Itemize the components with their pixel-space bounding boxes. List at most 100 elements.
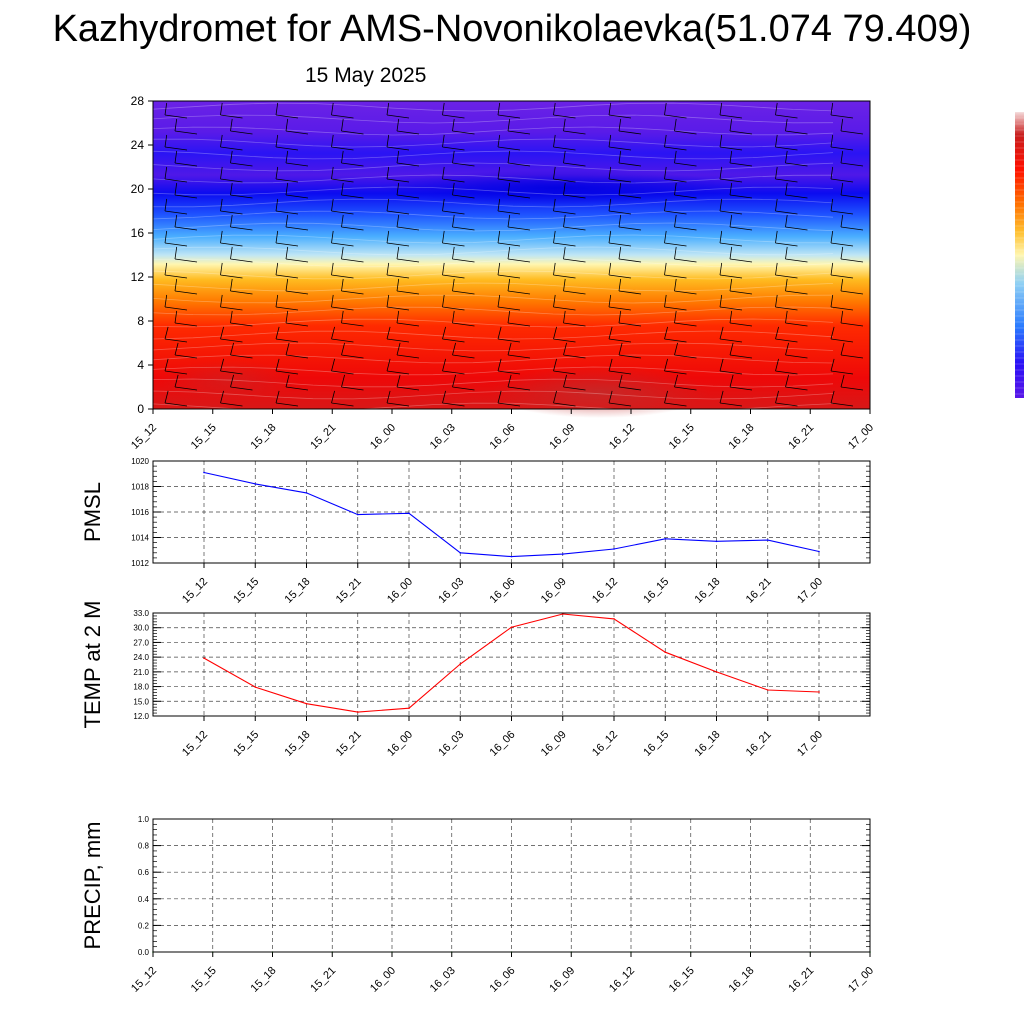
wind-barb: [275, 198, 299, 215]
page-title: Kazhydromet for AMS-Novonikolaevka(51.07…: [52, 8, 972, 50]
wind-barb: [785, 246, 808, 263]
wind-barb: [729, 374, 753, 391]
wind-barb: [386, 326, 410, 343]
contour-line: [152, 138, 834, 148]
heatmap-x-tick-label: 16_00: [368, 422, 398, 452]
wind-barb: [285, 118, 309, 135]
y-tick-label: 12.0: [133, 712, 149, 721]
wind-barb: [220, 166, 243, 183]
wind-barb: [341, 342, 364, 359]
wind-barb: [452, 310, 475, 327]
wind-barb: [285, 150, 309, 167]
x-tick-label: 15_12: [180, 729, 210, 759]
wind-barb: [275, 294, 299, 311]
data-point: [561, 553, 564, 555]
wind-barb: [497, 166, 521, 183]
wind-barb: [840, 342, 864, 359]
wind-barb: [442, 390, 465, 407]
data-point: [664, 537, 667, 540]
data-point: [715, 671, 718, 673]
wind-barb: [785, 374, 808, 391]
wind-barb: [830, 102, 854, 119]
heatmap-y-tick-label: 12: [131, 270, 145, 284]
x-tick-label: 17_00: [795, 729, 825, 759]
wind-barb: [674, 246, 697, 263]
wind-barb: [220, 326, 243, 343]
wind-barb: [452, 214, 475, 231]
wind-barb: [442, 166, 465, 183]
wind-barb: [729, 214, 753, 231]
wind-barb: [608, 326, 632, 343]
wind-barb: [830, 390, 854, 407]
wind-barb: [220, 294, 243, 311]
wind-barb: [553, 390, 576, 407]
wind-barb: [664, 358, 687, 375]
x-tick-label: 16_15: [641, 576, 671, 606]
wind-barb: [164, 134, 188, 151]
wind-barb: [563, 278, 586, 295]
wind-barb: [618, 246, 642, 263]
wind-barb: [386, 102, 410, 119]
wind-barb: [275, 358, 299, 375]
x-tick-label: 15_21: [334, 729, 364, 759]
wind-barb: [618, 118, 642, 135]
wind-barb: [497, 326, 521, 343]
wind-barb: [285, 374, 309, 391]
wind-barb: [396, 278, 420, 295]
wind-barb: [618, 310, 642, 327]
wind-barb: [174, 246, 198, 263]
x-tick-label: 17_00: [795, 576, 825, 606]
wind-barb: [840, 310, 864, 327]
y-tick-label: 1016: [131, 508, 149, 517]
colorbar: [1015, 112, 1024, 398]
x-tick-label: 16_18: [693, 729, 723, 759]
contour-line: [152, 126, 834, 136]
wind-barb: [164, 198, 188, 215]
heatmap-x-tick-label: 15_21: [308, 422, 338, 452]
wind-barb: [452, 278, 475, 295]
wind-barb: [174, 278, 198, 295]
data-point: [818, 550, 820, 553]
wind-barb: [785, 182, 808, 199]
wind-barb: [507, 182, 531, 199]
wind-barb: [608, 198, 632, 215]
wind-barb: [664, 326, 687, 343]
wind-barb: [729, 310, 753, 327]
wind-barb: [164, 166, 188, 183]
data-point: [664, 651, 667, 654]
wind-barb: [497, 102, 521, 119]
data-point: [766, 689, 769, 691]
wind-barb: [341, 214, 364, 231]
wind-barb: [497, 198, 521, 215]
heatmap-y-tick-label: 8: [137, 314, 144, 328]
wind-barb: [507, 214, 531, 231]
wind-barb: [341, 310, 364, 327]
wind-barb: [396, 374, 420, 391]
wind-barb: [719, 262, 743, 279]
heatmap-y-tick-label: 20: [131, 182, 145, 196]
wind-barb: [341, 246, 364, 263]
wind-barb: [285, 278, 309, 295]
wind-barb: [174, 342, 198, 359]
wind-barb: [553, 198, 576, 215]
wind-barb: [830, 198, 854, 215]
x-tick-label: 16_03: [428, 965, 458, 995]
wind-barb: [563, 182, 586, 199]
wind-barb: [174, 214, 198, 231]
contour-line: [152, 114, 834, 124]
heatmap-x-tick-label: 15_12: [129, 422, 159, 452]
wind-barb: [442, 326, 465, 343]
x-tick-label: 16_21: [786, 965, 816, 995]
wind-barb: [220, 102, 243, 119]
contour-line: [152, 378, 834, 388]
wind-barb: [840, 150, 864, 167]
y-tick-label: 30.0: [133, 624, 149, 633]
wind-barb: [220, 358, 243, 375]
y-tick-label: 15.0: [133, 697, 149, 706]
wind-barb: [331, 134, 354, 151]
data-point: [561, 613, 564, 615]
wind-barb: [719, 166, 743, 183]
wind-barb: [452, 246, 475, 263]
x-tick-label: 16_12: [590, 729, 620, 759]
wind-barb: [664, 262, 687, 279]
